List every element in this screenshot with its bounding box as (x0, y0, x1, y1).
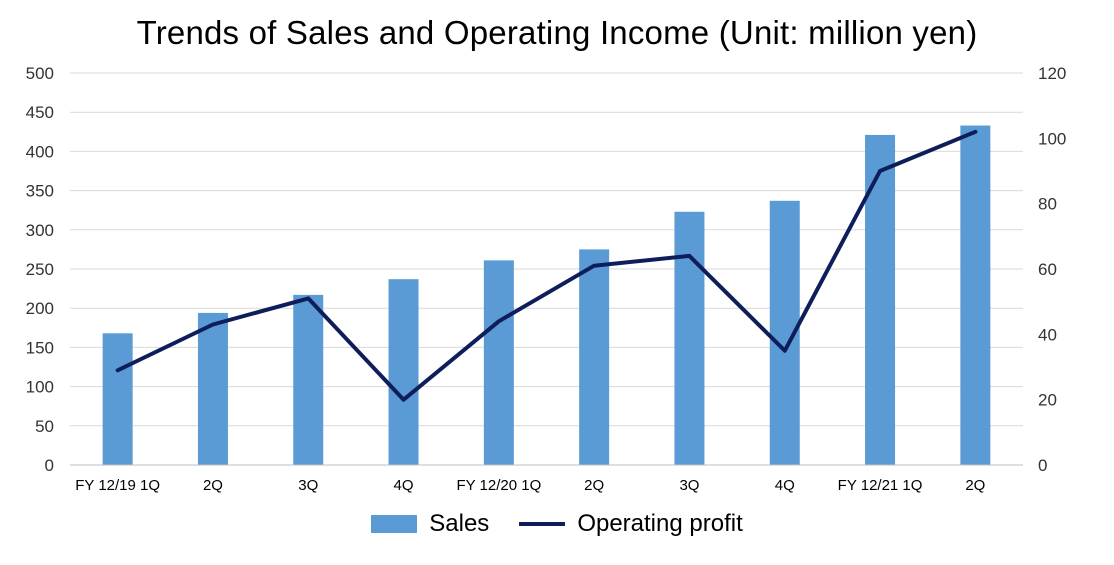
chart-title: Trends of Sales and Operating Income (Un… (136, 14, 978, 51)
bar-sales (293, 294, 324, 465)
right-tick-label: 100 (1038, 129, 1066, 148)
left-tick-label: 400 (26, 142, 54, 161)
legend-label-operating-profit: Operating profit (577, 510, 743, 537)
bar-sales (579, 249, 610, 465)
legend: Sales Operating profit (0, 510, 1114, 538)
operating-profit-line (115, 129, 978, 402)
x-tick-label: 2Q (203, 477, 223, 494)
bar-sales (102, 333, 133, 465)
right-tick-label: 0 (1038, 456, 1047, 475)
sales-bars (102, 125, 991, 466)
left-tick-label: 350 (26, 182, 54, 201)
left-tick-label: 150 (26, 338, 54, 357)
legend-swatch-operating-profit (519, 522, 566, 526)
x-tick-label: 4Q (775, 477, 795, 494)
x-axis: FY 12/19 1Q 2Q 3Q 4Q FY 12/20 1Q 2Q 3Q 4Q FY 12/… (70, 464, 1023, 494)
right-tick-label: 20 (1038, 391, 1057, 410)
bar-sales (674, 211, 705, 465)
x-tick-label: FY 12/19 1Q (75, 477, 160, 494)
left-tick-label: 100 (26, 378, 54, 397)
right-tick-label: 60 (1038, 260, 1057, 279)
series-line-operating-profit (115, 129, 978, 402)
left-tick-label: 0 (45, 456, 54, 475)
bar-sales (388, 279, 419, 465)
left-tick-label: 250 (26, 260, 54, 279)
right-tick-label: 120 (1038, 64, 1066, 83)
left-axis: 0 50 100 150 200 250 300 350 400 450 500 (26, 64, 54, 475)
left-tick-label: 50 (35, 417, 54, 436)
bar-sales (865, 134, 896, 465)
legend-label-sales: Sales (429, 510, 490, 537)
x-tick-label: FY 12/20 1Q (456, 477, 541, 494)
left-tick-label: 500 (26, 64, 54, 83)
right-axis: 0 20 40 60 80 100 120 (1038, 64, 1066, 475)
x-tick-label: FY 12/21 1Q (838, 477, 923, 494)
legend-swatch-sales (371, 515, 418, 533)
bar-sales (197, 312, 228, 465)
right-tick-label: 40 (1038, 325, 1057, 344)
x-tick-label: 3Q (298, 477, 318, 494)
left-tick-label: 450 (26, 103, 54, 122)
x-tick-label: 4Q (394, 477, 414, 494)
x-tick-label: 2Q (584, 477, 604, 494)
gridlines (70, 72, 1023, 427)
right-tick-label: 80 (1038, 195, 1057, 214)
legend-item-operating-profit: Operating profit (519, 510, 743, 538)
x-tick-label: 3Q (679, 477, 699, 494)
bar-sales (960, 125, 991, 465)
left-tick-label: 300 (26, 221, 54, 240)
x-tick-label: 2Q (965, 477, 985, 494)
left-tick-label: 200 (26, 299, 54, 318)
legend-item-sales: Sales (371, 510, 489, 538)
bar-sales (483, 260, 514, 465)
